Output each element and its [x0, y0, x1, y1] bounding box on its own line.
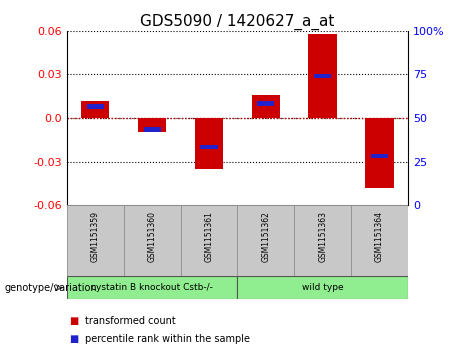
Bar [67, 205, 124, 276]
Bar [67, 276, 237, 299]
Text: GSM1151362: GSM1151362 [261, 211, 270, 262]
Bar [237, 276, 408, 299]
Text: genotype/variation: genotype/variation [5, 283, 97, 293]
Bar [237, 205, 294, 276]
Bar [314, 74, 331, 78]
Text: wild type: wild type [302, 283, 343, 292]
Bar [144, 127, 160, 132]
Text: GSM1151360: GSM1151360 [148, 211, 157, 262]
Bar [308, 34, 337, 118]
Bar [257, 101, 274, 106]
Text: GSM1151363: GSM1151363 [318, 211, 327, 262]
Bar [294, 205, 351, 276]
Bar [81, 101, 109, 118]
Text: ■: ■ [69, 316, 78, 326]
Bar [371, 154, 388, 158]
Text: GSM1151364: GSM1151364 [375, 211, 384, 262]
Bar [201, 145, 218, 149]
Bar [252, 95, 280, 118]
Bar [366, 118, 394, 188]
Text: transformed count: transformed count [85, 316, 176, 326]
Bar [87, 104, 104, 109]
Bar [195, 118, 223, 169]
Text: GSM1151361: GSM1151361 [205, 211, 213, 262]
Bar [181, 205, 237, 276]
Text: ■: ■ [69, 334, 78, 344]
Text: percentile rank within the sample: percentile rank within the sample [85, 334, 250, 344]
Text: GSM1151359: GSM1151359 [91, 211, 100, 262]
Bar [124, 205, 181, 276]
Bar [138, 118, 166, 132]
Bar [351, 205, 408, 276]
Text: cystatin B knockout Cstb-/-: cystatin B knockout Cstb-/- [91, 283, 213, 292]
Title: GDS5090 / 1420627_a_at: GDS5090 / 1420627_a_at [140, 13, 335, 29]
